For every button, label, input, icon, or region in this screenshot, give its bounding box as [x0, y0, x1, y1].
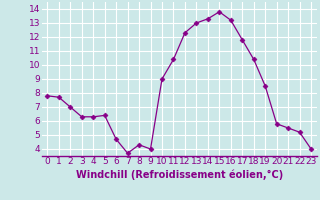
- X-axis label: Windchill (Refroidissement éolien,°C): Windchill (Refroidissement éolien,°C): [76, 169, 283, 180]
